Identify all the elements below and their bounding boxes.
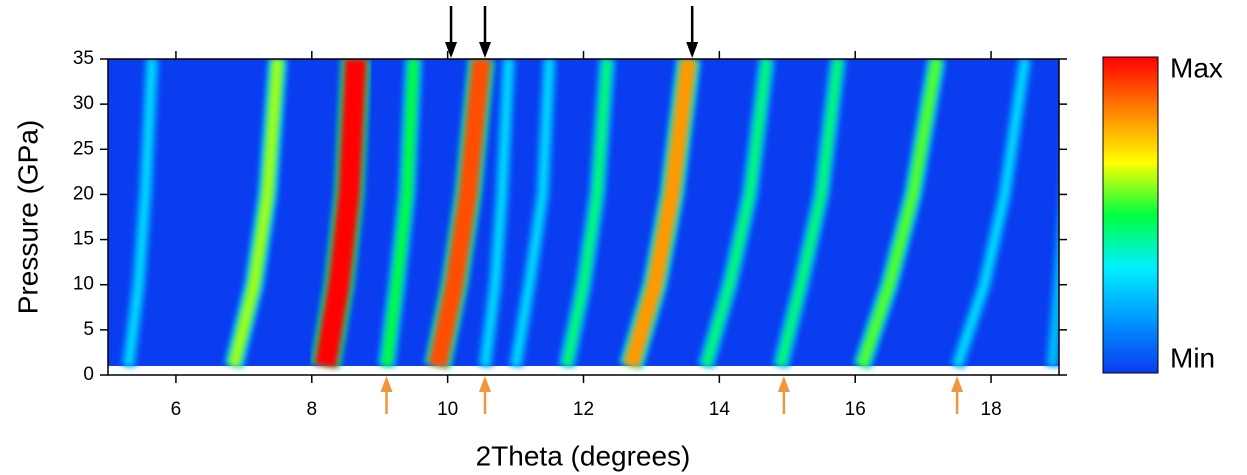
peak: [856, 59, 943, 368]
peak: [314, 59, 367, 368]
x-tick-label: 8: [306, 399, 317, 420]
peak: [511, 59, 554, 367]
y-tick-label: 25: [73, 138, 94, 159]
peak: [481, 59, 513, 367]
x-tick-label: 12: [573, 399, 594, 420]
colorbar-max: Max: [1170, 52, 1223, 83]
colorbar-min: Min: [1170, 342, 1215, 373]
y-tick-label: 10: [73, 274, 94, 295]
peak: [227, 59, 284, 368]
arrow-top-head: [686, 42, 699, 58]
peak: [428, 59, 492, 368]
plot-area: [108, 59, 1059, 370]
peak: [381, 59, 419, 367]
peak: [124, 59, 156, 367]
x-tick-label: 14: [709, 399, 731, 420]
y-tick-label: 35: [73, 48, 94, 69]
y-tick-label: 20: [73, 183, 94, 204]
arrow-bottom-head: [479, 376, 492, 392]
peak: [776, 59, 843, 368]
x-tick-label: 6: [171, 399, 182, 420]
colorbar: [1102, 56, 1159, 374]
peak: [561, 59, 612, 367]
arrow-bottom-head: [951, 376, 964, 392]
peak: [623, 59, 697, 369]
x-tick-label: 10: [437, 399, 458, 420]
arrow-top-head: [445, 42, 458, 58]
peak: [701, 59, 772, 368]
y-tick-label: 30: [73, 93, 94, 114]
peak: [953, 59, 1029, 368]
x-tick-label: 18: [981, 399, 1002, 420]
y-tick-label: 15: [73, 229, 94, 250]
arrow-bottom-head: [380, 376, 393, 392]
x-tick-label: 16: [845, 399, 866, 420]
peak: [1048, 238, 1059, 367]
y-tick-label: 5: [83, 319, 94, 340]
y-axis-label: Pressure (GPa): [12, 120, 43, 315]
y-tick-label: 0: [83, 364, 94, 385]
arrow-top-head: [479, 42, 492, 58]
x-axis-label: 2Theta (degrees): [476, 440, 691, 471]
arrow-bottom-head: [777, 376, 790, 392]
